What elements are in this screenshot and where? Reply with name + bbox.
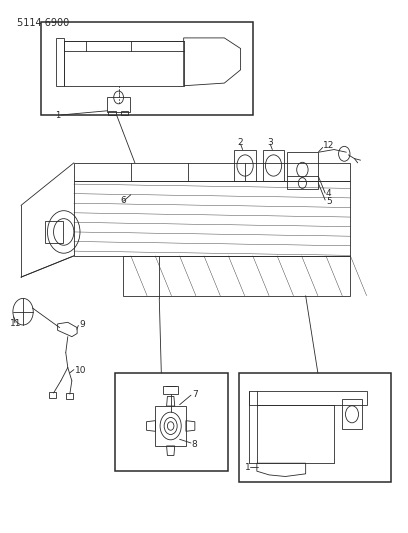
Bar <box>66 393 73 399</box>
Text: 3: 3 <box>267 138 273 147</box>
Text: 9: 9 <box>79 320 85 329</box>
Circle shape <box>160 412 181 440</box>
Bar <box>155 406 186 446</box>
Bar <box>49 392 56 398</box>
Bar <box>107 98 130 112</box>
Text: 5: 5 <box>326 197 332 206</box>
Text: 11: 11 <box>11 319 22 328</box>
Bar <box>121 111 128 115</box>
Bar <box>287 152 318 189</box>
Text: 1: 1 <box>245 464 251 472</box>
Bar <box>64 41 184 86</box>
Text: 12: 12 <box>323 141 335 150</box>
Bar <box>44 221 63 243</box>
Text: 6: 6 <box>121 196 126 205</box>
Text: 2: 2 <box>237 138 243 147</box>
Bar <box>342 399 362 429</box>
Bar <box>163 385 178 394</box>
Bar <box>235 150 256 181</box>
Text: 10: 10 <box>75 366 86 375</box>
Bar <box>239 373 391 482</box>
Text: 7: 7 <box>192 390 197 399</box>
Bar <box>41 22 253 115</box>
Bar <box>109 111 116 115</box>
Text: 1: 1 <box>55 111 61 120</box>
Bar <box>263 150 284 181</box>
Text: 4: 4 <box>326 189 332 198</box>
Bar <box>115 373 228 471</box>
Text: 8: 8 <box>192 440 197 449</box>
Text: 5114 6900: 5114 6900 <box>17 18 69 28</box>
